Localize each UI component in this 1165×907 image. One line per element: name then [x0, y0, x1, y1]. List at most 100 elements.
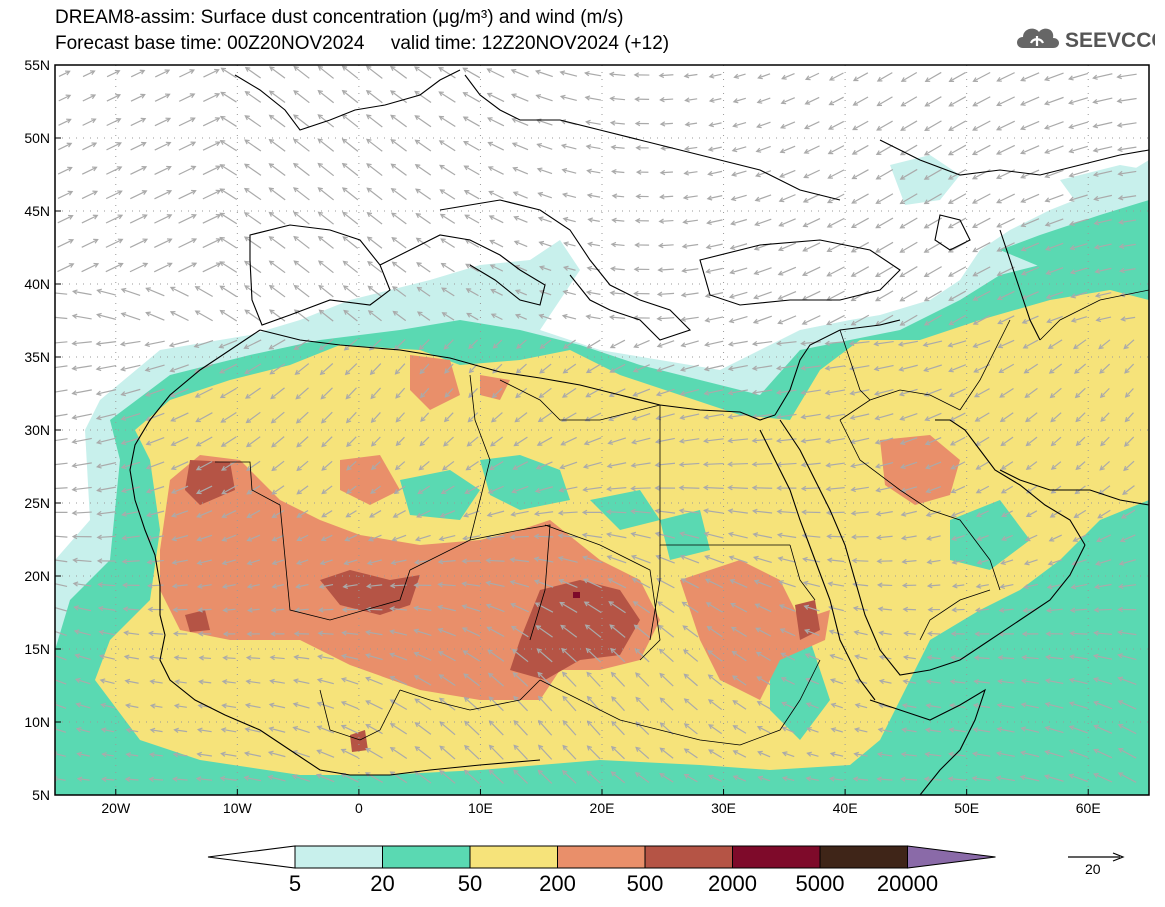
- wind-arrow: [1026, 461, 1038, 470]
- wind-arrow: [293, 211, 310, 225]
- wind-arrow: [97, 437, 117, 444]
- wind-arrow: [704, 462, 724, 466]
- wind-arrow: [318, 655, 334, 660]
- wind-arrow: [1094, 655, 1113, 660]
- wind-arrow: [683, 649, 699, 662]
- wind-arrow: [828, 582, 845, 587]
- wind-arrow: [758, 776, 771, 782]
- wind-arrow: [415, 746, 432, 760]
- wind-arrow: [534, 580, 554, 588]
- wind-arrow: [1122, 485, 1135, 495]
- wind-arrow: [753, 533, 773, 539]
- wind-arrow: [1070, 632, 1088, 635]
- wind-arrow: [631, 510, 651, 514]
- wind-arrow: [1020, 96, 1040, 106]
- wind-arrow: [707, 219, 723, 224]
- wind-arrow: [754, 267, 772, 275]
- wind-arrow: [729, 315, 748, 323]
- wind-arrow: [972, 144, 991, 155]
- wind-arrow: [316, 774, 335, 783]
- wind-arrow: [1021, 727, 1040, 733]
- wind-arrow: [756, 170, 772, 177]
- wind-arrow: [55, 753, 66, 757]
- wind-arrow: [366, 65, 383, 79]
- wind-arrow: [635, 772, 650, 783]
- wind-arrow: [1044, 96, 1064, 105]
- wind-arrow: [293, 260, 310, 274]
- dust-20-region-east: [1000, 200, 1149, 275]
- wind-arrow: [345, 363, 358, 375]
- wind-arrow: [660, 195, 674, 198]
- wind-arrow: [394, 485, 406, 494]
- wind-arrow: [368, 310, 382, 322]
- wind-arrow: [540, 339, 552, 349]
- wind-arrow: [342, 90, 359, 104]
- wind-arrow: [366, 138, 383, 152]
- wind-arrow: [488, 141, 505, 151]
- colorbar-level-label: 50: [458, 871, 482, 896]
- colorbar-box: [732, 845, 821, 869]
- wind-arrow: [1069, 726, 1088, 734]
- wind-arrow: [777, 341, 797, 345]
- wind-arrow: [585, 624, 602, 638]
- wind-arrow: [342, 632, 359, 635]
- wind-arrow: [612, 195, 625, 198]
- wind-arrow: [130, 166, 147, 175]
- wind-arrow: [679, 509, 700, 514]
- wind-arrow: [293, 187, 310, 201]
- wind-arrow: [752, 413, 773, 418]
- wind-arrow: [366, 724, 383, 735]
- wind-arrow: [416, 510, 431, 518]
- wind-arrow: [342, 211, 359, 225]
- wind-arrow: [106, 70, 120, 78]
- wind-arrow: [97, 313, 117, 320]
- wind-arrow: [222, 584, 236, 588]
- wind-arrow: [1001, 559, 1014, 565]
- wind-arrow: [825, 389, 846, 394]
- wind-arrow: [270, 680, 285, 684]
- wind-arrow: [851, 462, 870, 467]
- wind-arrow: [830, 654, 844, 660]
- colorbar-level-label: 500: [627, 871, 664, 896]
- wind-arrow: [1093, 73, 1113, 79]
- wind-arrow: [854, 753, 868, 757]
- wind-arrow: [831, 728, 843, 733]
- wind-arrow: [1046, 291, 1064, 299]
- wind-arrow: [515, 387, 528, 398]
- wind-arrow: [173, 753, 188, 757]
- wind-arrow: [99, 631, 116, 636]
- wind-arrow: [121, 288, 141, 297]
- wind-arrow: [72, 413, 92, 419]
- wind-arrow: [244, 309, 262, 322]
- wind-arrow: [876, 144, 894, 155]
- wind-arrow: [415, 722, 432, 735]
- wind-arrow: [924, 364, 942, 372]
- wind-arrow: [562, 745, 577, 760]
- wind-arrow: [97, 486, 117, 492]
- wind-arrow: [778, 291, 797, 300]
- wind-arrow: [55, 630, 67, 637]
- wind-arrow: [57, 166, 72, 175]
- wind-arrow: [269, 139, 286, 152]
- wind-arrow: [801, 462, 821, 466]
- wind-arrow: [655, 532, 676, 539]
- wind-arrow: [951, 485, 966, 493]
- wind-arrow: [272, 559, 285, 565]
- wind-arrow: [825, 341, 846, 345]
- wind-arrow: [513, 167, 529, 175]
- wind-arrow: [1048, 559, 1063, 565]
- wind-arrow: [492, 363, 503, 374]
- wind-arrow: [728, 365, 748, 370]
- wind-arrow: [903, 608, 917, 611]
- wind-arrow: [559, 511, 578, 514]
- wind-arrow: [55, 703, 67, 709]
- wind-arrow: [730, 243, 748, 250]
- wind-arrow: [55, 679, 67, 685]
- wind-arrow: [904, 632, 916, 635]
- wind-arrow: [220, 212, 238, 225]
- wind-arrow: [269, 66, 286, 79]
- wind-arrow: [415, 139, 432, 152]
- wind-arrow: [1024, 363, 1039, 374]
- wind-arrow: [130, 94, 145, 102]
- wind-arrow: [490, 436, 504, 447]
